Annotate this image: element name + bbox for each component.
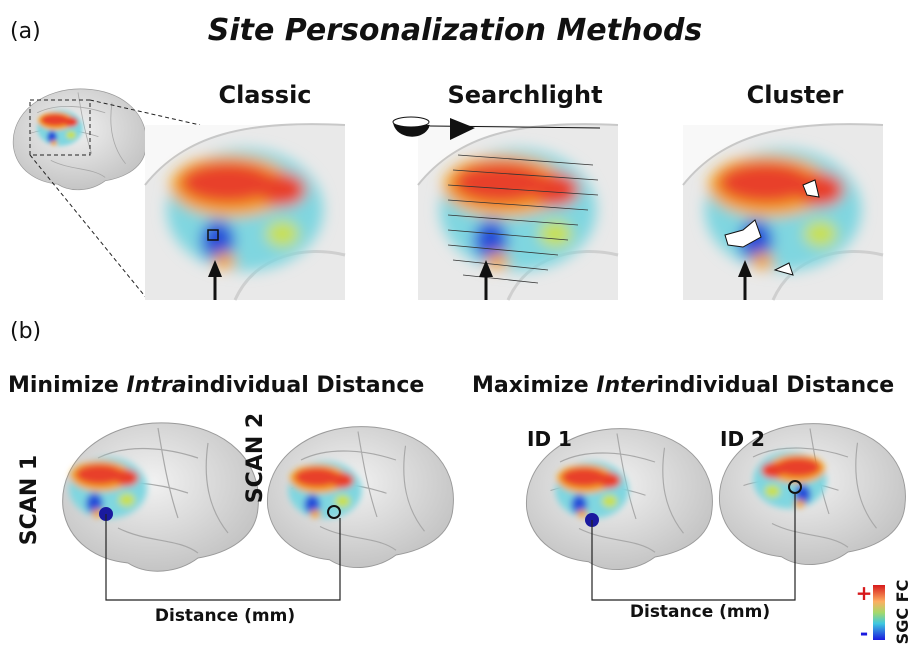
heading-part: individual Distance: [187, 373, 425, 398]
brain-blob: [555, 461, 629, 519]
method-label: Searchlight: [447, 81, 602, 109]
colorbar-minus: -: [860, 621, 868, 645]
brain-label: ID 2: [720, 427, 765, 451]
searchlight-lamp: [392, 116, 601, 140]
distance-label: Distance (mm): [155, 606, 295, 626]
heading: Minimize Intraindividual Distance: [8, 373, 424, 398]
zoom-box: [29, 99, 91, 156]
overview-blob: [37, 110, 83, 146]
heading-part: individual Distance: [656, 373, 894, 398]
cluster-panel: [683, 124, 883, 300]
heading-part: Minimize: [8, 373, 127, 398]
distance-label: Distance (mm): [630, 602, 770, 622]
heading-part: Maximize: [472, 373, 596, 398]
site-marker: [327, 505, 341, 519]
colorbar-label: SGC FC: [893, 580, 912, 645]
brain-blob: [753, 451, 827, 509]
title: Site Personalization Methods: [208, 13, 703, 48]
brain-label: SCAN 2: [243, 413, 268, 503]
brain-label: ID 1: [527, 427, 572, 451]
colorbar: [873, 585, 885, 640]
panel-label: (a): [10, 19, 41, 44]
overview-brain: [12, 88, 147, 191]
distance-line: [591, 493, 796, 601]
zoom-line: [29, 154, 149, 301]
classic-panel: [145, 124, 345, 300]
panel-label: (b): [10, 319, 41, 344]
brain-label: SCAN 1: [17, 455, 42, 545]
method-label: Classic: [218, 81, 311, 109]
heading-part: Inter: [596, 373, 657, 398]
distance-line: [105, 514, 341, 601]
colorbar-plus: +: [856, 581, 873, 605]
heading-part: Intra: [127, 373, 187, 398]
heading: Maximize Interindividual Distance: [472, 373, 894, 398]
brain-blob: [288, 461, 362, 519]
searchlight-panel: [418, 124, 618, 300]
method-label: Cluster: [747, 81, 844, 109]
zoom-line: [89, 99, 201, 126]
